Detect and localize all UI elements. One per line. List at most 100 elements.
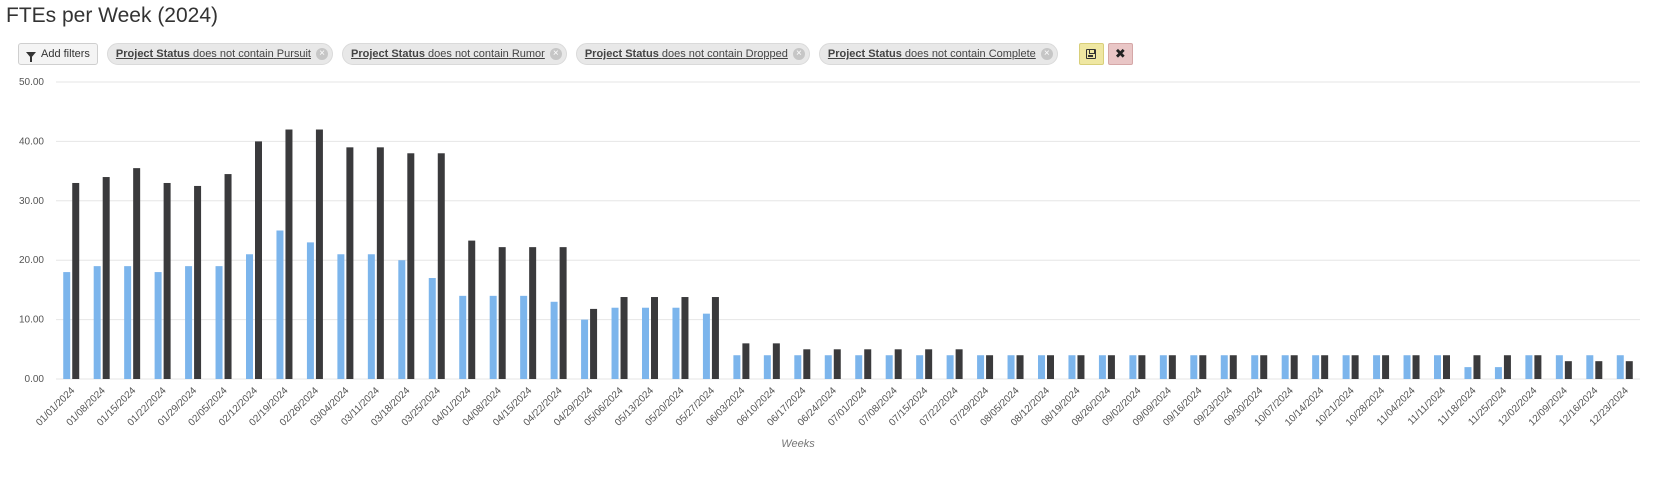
bar-series-2[interactable] (1473, 355, 1481, 379)
bar-series-1[interactable] (246, 254, 253, 379)
bar-series-1[interactable] (367, 254, 375, 379)
bar-series-2[interactable] (1107, 355, 1115, 379)
close-icon[interactable]: × (1040, 48, 1053, 60)
bar-series-1[interactable] (550, 301, 558, 379)
bar-series-1[interactable] (1434, 355, 1441, 379)
bar-series-1[interactable] (63, 272, 71, 379)
bar-series-1[interactable] (124, 266, 132, 379)
filter-chip-text[interactable]: Project Status does not contain Dropped (585, 48, 788, 60)
bar-series-2[interactable] (864, 349, 872, 379)
bar-series-1[interactable] (733, 355, 741, 379)
bar-series-1[interactable] (1281, 355, 1289, 379)
bar-series-1[interactable] (428, 278, 436, 379)
bar-series-1[interactable] (794, 355, 802, 379)
bar-series-2[interactable] (133, 168, 141, 379)
bar-series-1[interactable] (337, 254, 345, 379)
bar-series-2[interactable] (955, 349, 963, 379)
bar-series-2[interactable] (1199, 355, 1207, 379)
bar-series-2[interactable] (833, 349, 841, 379)
bar-series-1[interactable] (702, 313, 710, 379)
save-filters-button[interactable] (1078, 43, 1104, 65)
bar-series-2[interactable] (285, 129, 293, 379)
bar-series-1[interactable] (581, 319, 589, 379)
bar-series-2[interactable] (346, 147, 354, 379)
bar-series-2[interactable] (315, 129, 323, 379)
close-icon[interactable]: × (316, 48, 328, 60)
bar-series-1[interactable] (946, 355, 954, 379)
bar-series-2[interactable] (1229, 355, 1237, 379)
bar-series-1[interactable] (215, 266, 223, 379)
bar-series-2[interactable] (711, 297, 719, 379)
bar-series-1[interactable] (489, 295, 497, 379)
bar-series-2[interactable] (224, 174, 232, 379)
bar-series-1[interactable] (306, 242, 314, 379)
bar-series-2[interactable] (1260, 355, 1268, 379)
bar-series-1[interactable] (1068, 355, 1076, 379)
bar-series-1[interactable] (1190, 355, 1198, 379)
bar-series-2[interactable] (1016, 355, 1024, 379)
bar-series-1[interactable] (1220, 355, 1228, 379)
bar-series-1[interactable] (824, 355, 832, 379)
bar-series-1[interactable] (93, 266, 101, 379)
bar-series-2[interactable] (1564, 361, 1572, 379)
bar-series-1[interactable] (398, 260, 406, 379)
bar-series-2[interactable] (1168, 355, 1176, 379)
bar-series-2[interactable] (590, 308, 598, 379)
bar-series-1[interactable] (763, 355, 771, 379)
bar-series-1[interactable] (1464, 367, 1472, 379)
bar-series-1[interactable] (611, 307, 619, 379)
bar-series-1[interactable] (1251, 355, 1259, 379)
bar-series-2[interactable] (651, 297, 658, 379)
bar-series-2[interactable] (1047, 355, 1054, 379)
bar-series-1[interactable] (672, 307, 680, 379)
bar-series-2[interactable] (894, 349, 902, 379)
bar-series-1[interactable] (1342, 355, 1350, 379)
bar-series-1[interactable] (1494, 367, 1502, 379)
filter-chip-text[interactable]: Project Status does not contain Rumor (351, 48, 545, 60)
bar-series-2[interactable] (1625, 361, 1633, 379)
bar-series-2[interactable] (437, 153, 445, 379)
bar-series-1[interactable] (520, 295, 528, 379)
bar-series-2[interactable] (407, 153, 415, 379)
bar-series-1[interactable] (1098, 355, 1106, 379)
bar-series-2[interactable] (102, 177, 110, 379)
bar-series-1[interactable] (1129, 355, 1137, 379)
bar-series-1[interactable] (855, 355, 863, 379)
bar-series-2[interactable] (1595, 361, 1603, 379)
bar-series-1[interactable] (276, 230, 284, 380)
bar-series-1[interactable] (1586, 355, 1594, 379)
bar-series-2[interactable] (620, 297, 628, 379)
bar-series-1[interactable] (916, 355, 924, 379)
bar-series-2[interactable] (72, 182, 80, 379)
bar-series-2[interactable] (529, 247, 537, 379)
bar-series-2[interactable] (986, 355, 994, 379)
bar-series-2[interactable] (1290, 355, 1298, 379)
add-filters-button[interactable]: Add filters (18, 43, 98, 65)
bar-series-1[interactable] (1007, 355, 1015, 379)
bar-series-1[interactable] (154, 272, 162, 379)
bar-series-2[interactable] (559, 247, 567, 379)
bar-series-2[interactable] (1443, 355, 1450, 379)
bar-series-1[interactable] (642, 307, 649, 379)
bar-series-1[interactable] (459, 295, 467, 379)
bar-series-2[interactable] (803, 349, 811, 379)
bar-series-1[interactable] (1555, 355, 1563, 379)
filter-chip-text[interactable]: Project Status does not contain Complete (828, 48, 1036, 60)
bar-series-2[interactable] (468, 240, 476, 379)
bar-series-1[interactable] (1312, 355, 1320, 379)
bar-series-2[interactable] (1534, 355, 1542, 379)
bar-series-2[interactable] (1503, 355, 1511, 379)
close-icon[interactable]: × (549, 48, 562, 60)
bar-series-2[interactable] (742, 343, 750, 379)
bar-series-2[interactable] (925, 349, 933, 379)
filter-chip-text[interactable]: Project Status does not contain Pursuit (116, 48, 311, 60)
bar-series-2[interactable] (1321, 355, 1329, 379)
bar-series-1[interactable] (1616, 355, 1624, 379)
bar-series-1[interactable] (185, 266, 193, 379)
bar-series-2[interactable] (163, 182, 171, 379)
bar-series-1[interactable] (977, 355, 985, 379)
close-icon[interactable]: × (792, 48, 805, 60)
bar-series-2[interactable] (1077, 355, 1085, 379)
bar-series-1[interactable] (1038, 355, 1045, 379)
bar-series-1[interactable] (885, 355, 893, 379)
